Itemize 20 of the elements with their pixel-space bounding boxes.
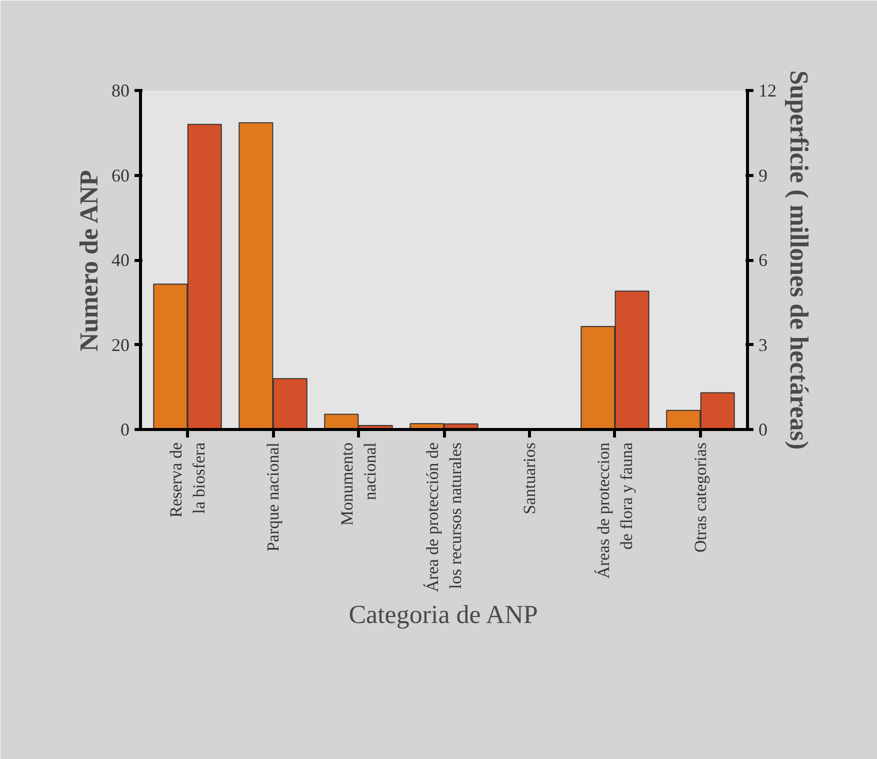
y2-tick-label: 12: [758, 80, 776, 100]
y-tick-label: 0: [120, 420, 130, 440]
x-axis-title: Categoria de ANP: [348, 600, 538, 630]
x-tick-label: Monumento nacional: [338, 442, 380, 526]
x-tick-label: Otras categorias: [690, 442, 710, 552]
x-tick-label: Área de protección de los recursos naturales: [423, 442, 465, 592]
y2-tick-label: 3: [758, 334, 768, 355]
x-tick-label: Santuarios: [520, 442, 539, 514]
y-tick-label: 20: [112, 334, 130, 355]
x-tick-label: Áreas de proteccion de flora y fauna: [594, 442, 636, 578]
y-axis-title: Numero de ANP: [74, 170, 104, 352]
x-tick-label: Reserva de la biosfera: [166, 442, 208, 518]
y2-tick-label: 6: [758, 250, 768, 270]
x-tick-label: Parque nacional: [264, 442, 283, 552]
y2-tick-label: 9: [758, 165, 768, 186]
y-tick-label: 80: [112, 80, 130, 100]
y-tick-label: 40: [112, 250, 130, 270]
y2-tick-label: 0: [758, 420, 768, 440]
y2-axis-title: Superficie ( millones de hectáreas): [784, 70, 814, 450]
y-tick-label: 60: [112, 165, 130, 186]
